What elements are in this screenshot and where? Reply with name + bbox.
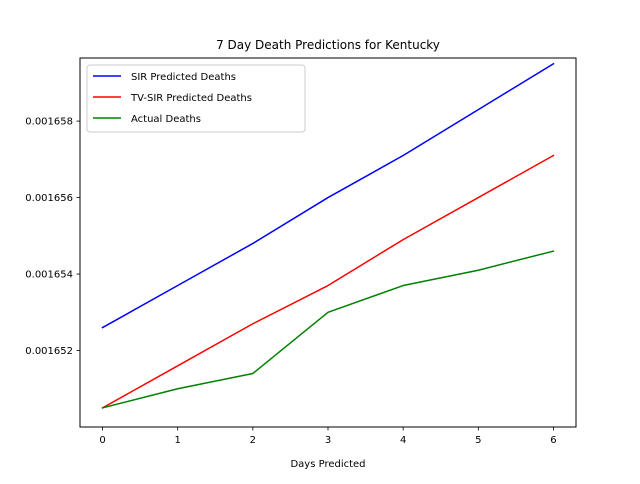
x-tick-label: 6 xyxy=(550,435,556,446)
x-tick-label: 1 xyxy=(175,435,181,446)
legend-label: TV-SIR Predicted Deaths xyxy=(130,93,252,104)
series-line-3 xyxy=(101,250,555,409)
x-tick-label: 4 xyxy=(400,435,406,446)
y-tick-label: 0.001656 xyxy=(25,193,73,204)
x-tick-label: 2 xyxy=(250,435,256,446)
y-tick-label: 0.001652 xyxy=(25,346,73,357)
x-axis: 0 1 2 3 4 5 6 xyxy=(99,427,557,446)
y-tick-label: 0.001658 xyxy=(25,117,73,128)
series-layer xyxy=(101,62,555,409)
x-tick-label: 0 xyxy=(99,435,105,446)
x-axis-label: Days Predicted xyxy=(290,459,365,470)
y-axis: 0.001652 0.001654 0.001656 0.001658 xyxy=(25,117,80,357)
y-tick-label: 0.001654 xyxy=(25,270,73,281)
chart-title: 7 Day Death Predictions for Kentucky xyxy=(216,38,440,52)
legend-label: Actual Deaths xyxy=(131,114,201,125)
x-tick-label: 3 xyxy=(325,435,331,446)
legend: SIR Predicted Deaths TV-SIR Predicted Dea… xyxy=(86,64,306,133)
x-tick-label: 5 xyxy=(475,435,481,446)
series-line-2 xyxy=(101,154,555,409)
series-line-1 xyxy=(101,62,555,329)
legend-box xyxy=(86,64,306,133)
legend-label: SIR Predicted Deaths xyxy=(131,72,236,83)
